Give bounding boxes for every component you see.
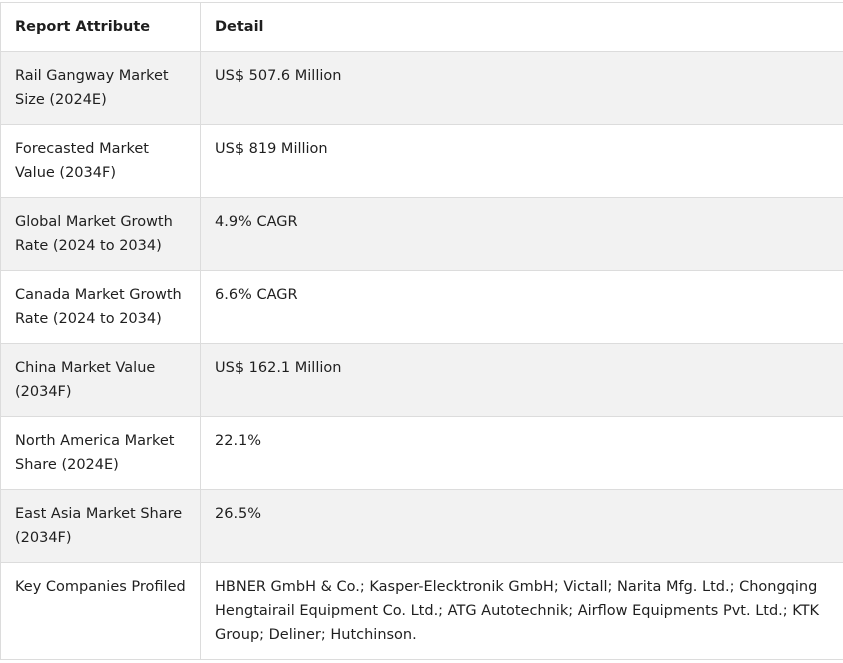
row-detail: 22.1% [201, 417, 843, 490]
table-row: East Asia Market Share (2034F) 26.5% [1, 490, 843, 563]
row-attribute: Canada Market Growth Rate (2024 to 2034) [1, 271, 201, 344]
table-row: Rail Gangway Market Size (2024E) US$ 507… [1, 52, 843, 125]
table-row: Canada Market Growth Rate (2024 to 2034)… [1, 271, 843, 344]
column-header-attribute: Report Attribute [1, 3, 201, 52]
table-row: Key Companies Profiled HBNER GmbH & Co.;… [1, 563, 843, 660]
row-attribute: Rail Gangway Market Size (2024E) [1, 52, 201, 125]
row-attribute: Forecasted Market Value (2034F) [1, 125, 201, 198]
row-attribute: East Asia Market Share (2034F) [1, 490, 201, 563]
row-detail: US$ 819 Million [201, 125, 843, 198]
row-detail: US$ 162.1 Million [201, 344, 843, 417]
table-row: China Market Value (2034F) US$ 162.1 Mil… [1, 344, 843, 417]
table-row: Forecasted Market Value (2034F) US$ 819 … [1, 125, 843, 198]
row-detail: US$ 507.6 Million [201, 52, 843, 125]
row-detail: HBNER GmbH & Co.; Kasper-Elecktronik Gmb… [201, 563, 843, 660]
row-attribute: Key Companies Profiled [1, 563, 201, 660]
row-attribute: North America Market Share (2024E) [1, 417, 201, 490]
table-row: North America Market Share (2024E) 22.1% [1, 417, 843, 490]
row-detail: 26.5% [201, 490, 843, 563]
row-detail: 6.6% CAGR [201, 271, 843, 344]
row-detail: 4.9% CAGR [201, 198, 843, 271]
table-row: Global Market Growth Rate (2024 to 2034)… [1, 198, 843, 271]
column-header-detail: Detail [201, 3, 843, 52]
row-attribute: Global Market Growth Rate (2024 to 2034) [1, 198, 201, 271]
row-attribute: China Market Value (2034F) [1, 344, 201, 417]
table-header-row: Report Attribute Detail [1, 3, 843, 52]
